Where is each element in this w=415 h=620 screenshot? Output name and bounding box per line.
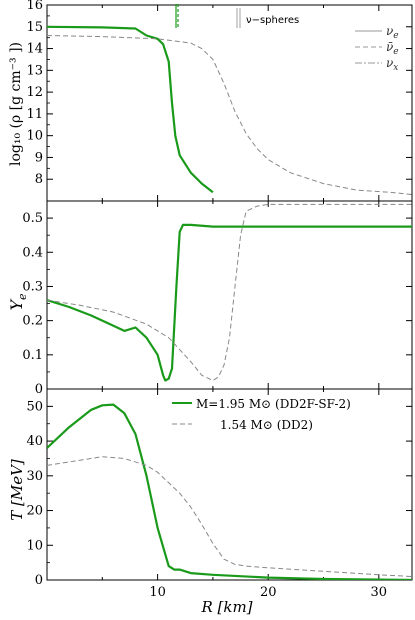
ytick-label-bottom-3: 30	[26, 469, 43, 484]
panel-temperature: 0 10 20 30 40 50 10 20 30	[26, 388, 413, 600]
ytick-label-top-1: 9	[35, 150, 43, 165]
series-middle-dd2f-sf-2	[47, 223, 412, 382]
ytick-label-top-4: 12	[26, 85, 43, 100]
plot-frame-top	[46, 4, 413, 202]
legend-model-1-label: M=1.95 M⊙ (DD2F-SF-2)	[196, 397, 351, 411]
ytick-label-bottom-5: 50	[26, 399, 43, 414]
ytick-label-top-0: 8	[35, 172, 43, 187]
nu-spheres-label: ν−spheres	[246, 15, 299, 26]
ytick-label-middle-5: 0.5	[22, 211, 43, 226]
ytick-label-top-2: 10	[26, 129, 43, 144]
series-bottom-dd2	[47, 456, 412, 577]
ylabel-ye: Ye	[7, 293, 29, 311]
series-top-dd2f-sf-2	[47, 25, 214, 194]
ytick-label-middle-1: 0.1	[22, 348, 43, 363]
xlabel-radius: R [km]	[200, 598, 252, 616]
ylabel-temperature: T [MeV]	[8, 459, 26, 521]
ytick-label-bottom-0: 0	[35, 573, 43, 588]
ytick-label-top-7: 15	[26, 20, 43, 35]
panel-ye: 0 0.1 0.2 0.3 0.4 0.5	[22, 200, 413, 397]
ytick-label-middle-2: 0.2	[22, 314, 43, 329]
models-legend: M=1.95 M⊙ (DD2F-SF-2) 1.54 M⊙ (DD2)	[172, 397, 351, 432]
legend-model-2-label: 1.54 M⊙ (DD2)	[220, 418, 313, 432]
panel-density: 8 9 10 11 12 13 14 15 16	[26, 0, 413, 202]
series-top-dd2	[47, 35, 412, 195]
legend-nux-label: νx	[386, 56, 398, 73]
xtick-label-0: 10	[149, 585, 166, 600]
ytick-label-top-3: 11	[26, 107, 43, 122]
xtick-label-2: 30	[371, 585, 388, 600]
ytick-label-middle-3: 0.3	[22, 279, 43, 294]
legend-nue-label: νe	[386, 24, 399, 41]
ytick-label-bottom-2: 20	[26, 504, 43, 519]
ylabel-density: log₁₀ (ρ [g cm⁻³ ])	[8, 42, 24, 166]
series-middle-dd2	[47, 203, 412, 381]
ytick-label-middle-0: 0	[35, 382, 43, 397]
plot-frame-middle	[46, 200, 413, 390]
neutrino-legend: νe ν̄e νx	[355, 24, 399, 73]
ytick-label-top-5: 13	[26, 63, 43, 78]
ytick-label-bottom-4: 40	[26, 434, 43, 449]
xtick-label-1: 20	[260, 585, 277, 600]
ytick-label-middle-4: 0.4	[22, 245, 43, 260]
legend-nuebar-label: ν̄e	[386, 40, 399, 57]
ytick-label-bottom-1: 10	[26, 538, 43, 553]
plot-frame-bottom	[46, 388, 413, 581]
nu-spheres-annotation: ν−spheres	[175, 4, 299, 28]
ytick-label-top-6: 14	[26, 42, 43, 57]
ytick-label-top-8: 16	[26, 0, 43, 13]
series-bottom-dd2f-sf-2	[47, 403, 412, 580]
